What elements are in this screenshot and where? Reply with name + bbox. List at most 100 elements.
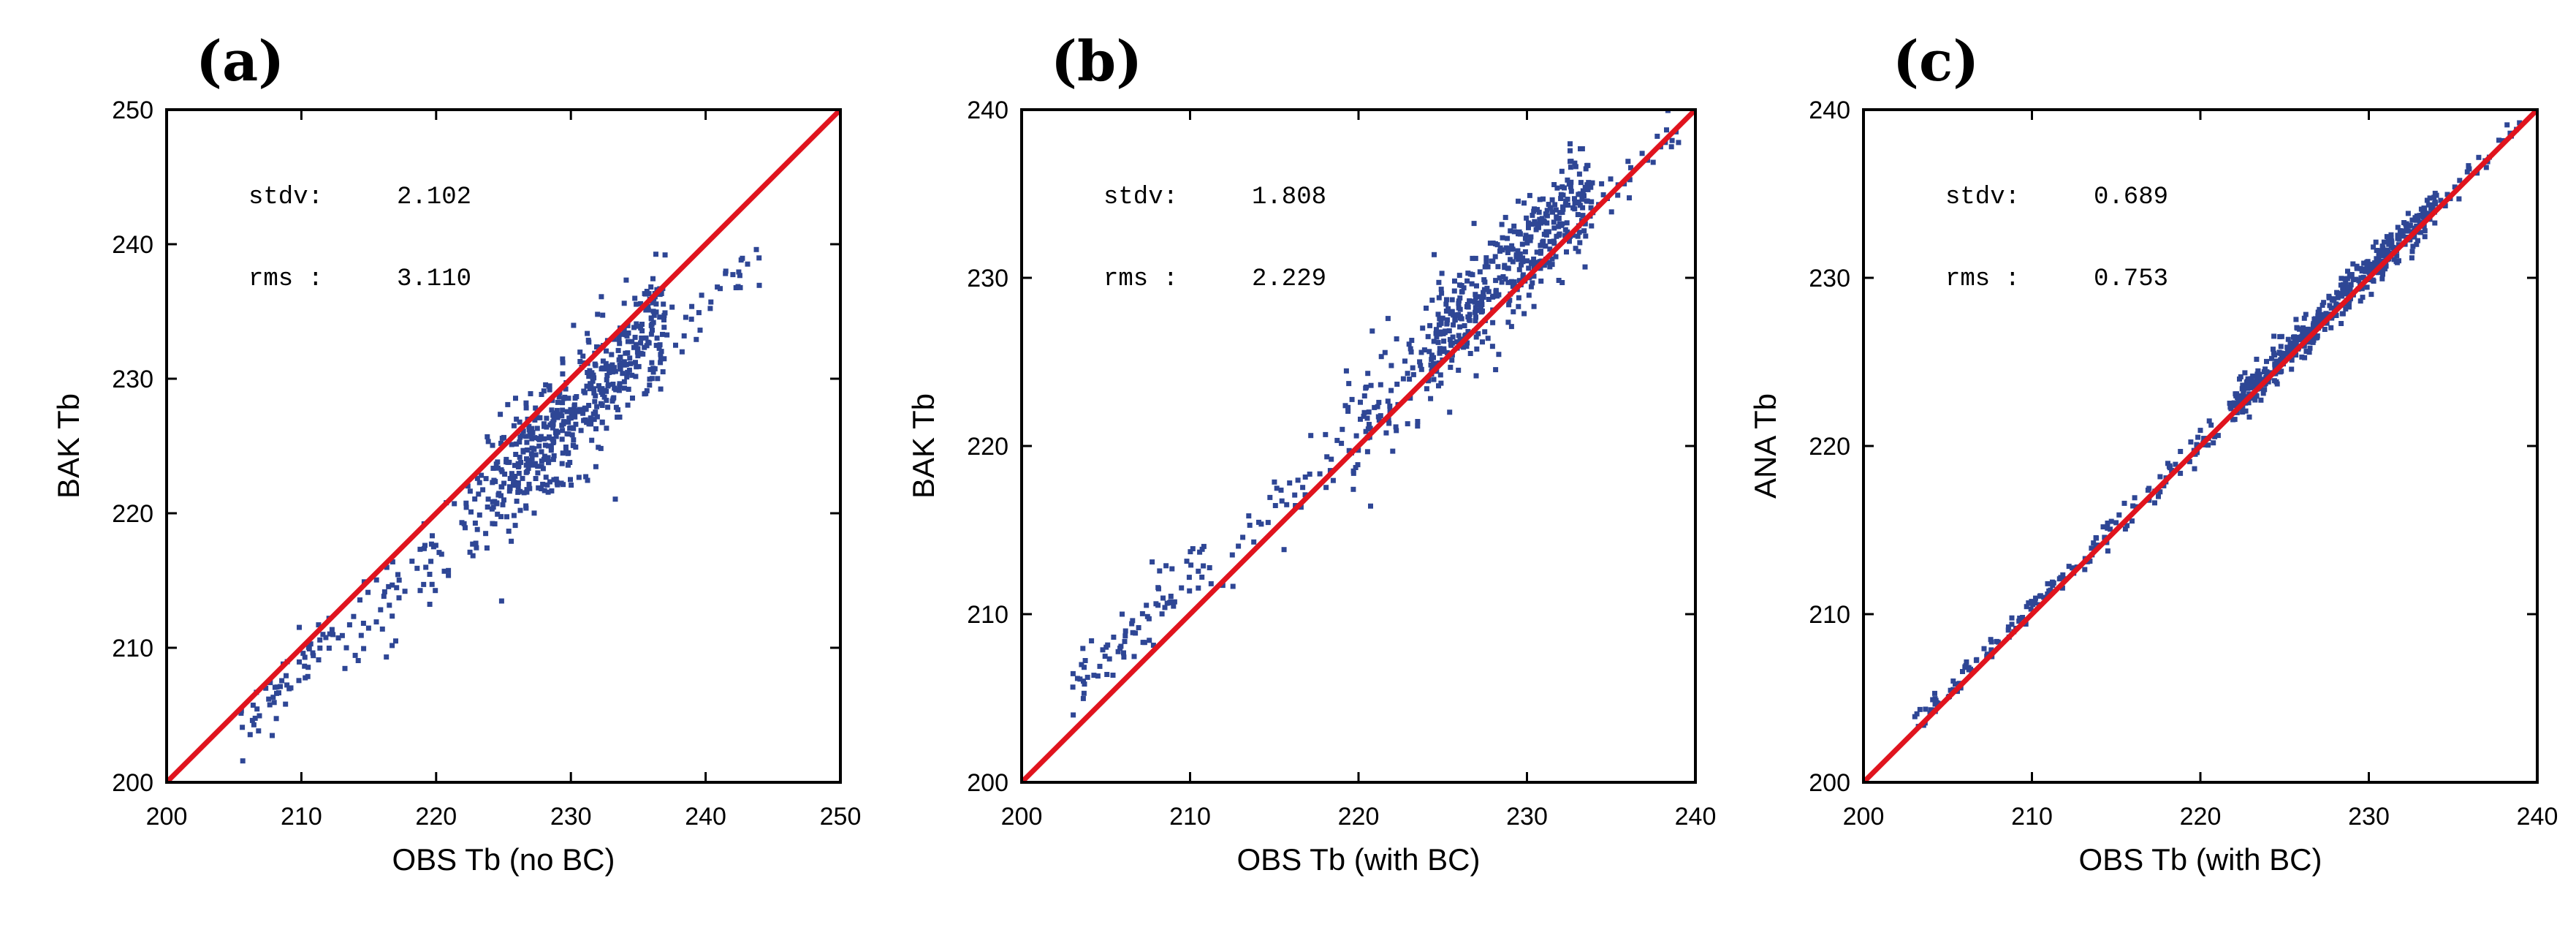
scatter-point: [2113, 520, 2119, 526]
scatter-point: [271, 700, 277, 706]
scatter-point: [634, 301, 639, 307]
scatter-point: [599, 419, 605, 425]
scatter-point: [1236, 543, 1242, 549]
scatter-point: [1467, 311, 1473, 317]
scatter-point: [2277, 334, 2283, 339]
scatter-point: [2340, 285, 2346, 291]
scatter-point: [527, 458, 533, 464]
scatter-point: [2360, 295, 2366, 300]
scatter-point: [2389, 238, 2395, 244]
scatter-point: [586, 339, 592, 345]
scatter-point: [1467, 351, 1473, 356]
y-tick-label: 230: [1809, 265, 1850, 292]
rms-label: rms :: [1945, 265, 2020, 293]
scatter-point: [638, 300, 644, 306]
scatter-point: [2157, 474, 2163, 480]
scatter-point: [427, 572, 433, 577]
rms-label: rms :: [248, 265, 323, 293]
scatter-point: [1448, 341, 1454, 347]
scatter-point: [414, 565, 420, 571]
scatter-point: [543, 475, 549, 480]
scatter-point: [1329, 456, 1334, 462]
scatter-point: [571, 322, 577, 328]
scatter-point: [1568, 184, 1573, 190]
scatter-point: [1588, 205, 1594, 211]
scatter-point: [1499, 279, 1505, 285]
scatter-point: [1436, 383, 1441, 389]
scatter-point: [1365, 371, 1371, 377]
scatter-point: [2385, 236, 2391, 242]
scatter-point: [525, 469, 531, 475]
scatter-point: [1473, 255, 1478, 261]
scatter-point: [501, 497, 506, 503]
scatter-point: [2091, 540, 2097, 546]
scatter-point: [645, 339, 651, 345]
scatter-point: [467, 488, 473, 494]
scatter-point: [2388, 232, 2394, 238]
scatter-point: [1515, 248, 1521, 254]
scatter-point: [1541, 262, 1547, 268]
scatter-point: [605, 404, 611, 410]
scatter-point: [1424, 306, 1429, 311]
scatter-point: [2384, 234, 2390, 240]
scatter-point: [1508, 324, 1514, 330]
scatter-point: [2295, 334, 2300, 340]
scatter-point: [1988, 647, 1994, 653]
scatter-point: [2338, 276, 2344, 281]
scatter-point: [2249, 379, 2255, 385]
scatter-point: [532, 435, 538, 441]
scatter-point: [473, 540, 479, 546]
scatter-point: [320, 632, 326, 638]
scatter-point: [1367, 422, 1372, 427]
scatter-point: [1582, 264, 1588, 270]
scatter-point: [1580, 188, 1586, 194]
scatter-point: [2132, 495, 2138, 501]
scatter-point: [2271, 347, 2276, 352]
scatter-point: [2424, 197, 2430, 203]
scatter-point: [609, 352, 615, 358]
scatter-point: [572, 409, 578, 415]
scatter-point: [1544, 208, 1550, 213]
scatter-point: [549, 488, 555, 494]
scatter-point: [2395, 232, 2401, 238]
scatter-point: [470, 541, 476, 547]
scatter-point: [505, 459, 511, 465]
scatter-point: [529, 455, 535, 461]
scatter-point: [1456, 300, 1462, 306]
scatter-point: [1366, 409, 1372, 415]
scatter-point: [1272, 503, 1278, 508]
scatter-point: [1482, 329, 1488, 335]
scatter-point: [1363, 428, 1369, 434]
scatter-point: [618, 366, 623, 372]
scatter-point: [2313, 316, 2318, 322]
scatter-point: [1923, 706, 1929, 712]
scatter-point: [1408, 349, 1414, 355]
scatter-point: [461, 521, 467, 526]
scatter-point: [2261, 369, 2267, 374]
scatter-point: [642, 391, 647, 397]
panel-label: (b): [1051, 29, 1142, 94]
scatter-point: [506, 529, 512, 534]
scatter-point: [316, 622, 322, 628]
scatter-point: [1456, 273, 1462, 279]
scatter-point: [492, 499, 498, 504]
x-axis-title: OBS Tb (no BC): [392, 842, 615, 877]
scatter-point: [1467, 317, 1473, 323]
scatter-point: [1339, 440, 1345, 446]
scatter-point: [1080, 695, 1086, 701]
scatter-point: [2156, 494, 2161, 499]
scatter-point: [753, 246, 759, 252]
scatter-point: [474, 475, 480, 481]
scatter-point: [512, 523, 518, 529]
scatter-point: [1511, 229, 1517, 235]
scatter-point: [611, 336, 617, 342]
scatter-point: [2269, 355, 2274, 361]
scatter-point: [632, 295, 638, 301]
scatter-point: [1394, 382, 1400, 387]
scatter-point: [612, 496, 618, 502]
scatter-point: [2087, 559, 2093, 564]
scatter-point: [1415, 419, 1421, 424]
x-tick-label: 220: [415, 803, 457, 831]
scatter-point: [2066, 564, 2072, 570]
scatter-point: [577, 349, 583, 355]
